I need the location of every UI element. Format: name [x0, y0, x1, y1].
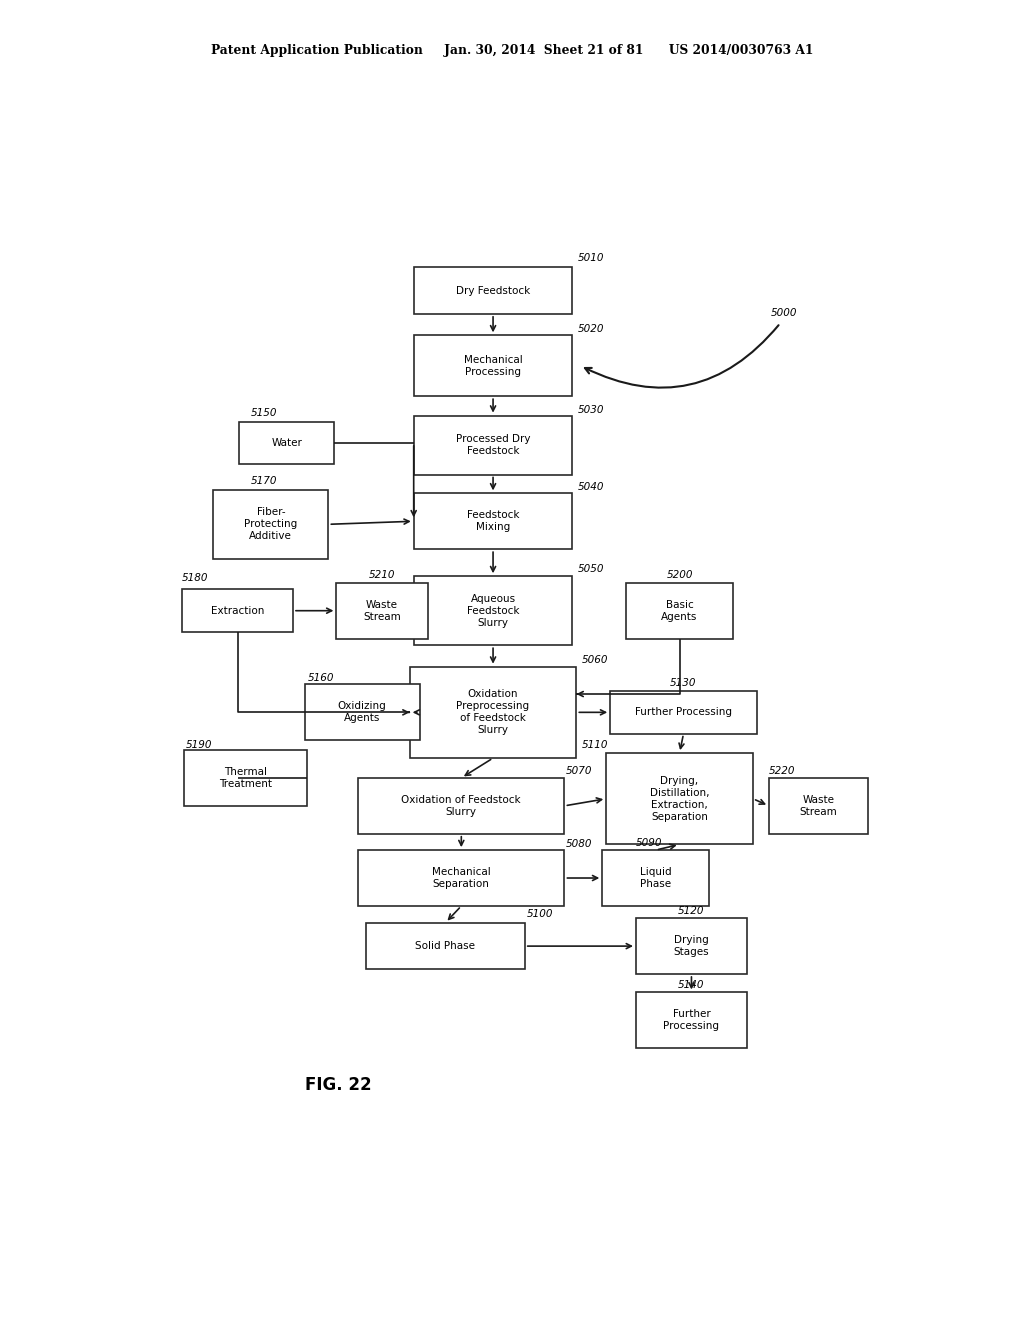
FancyBboxPatch shape	[636, 993, 746, 1048]
Text: Solid Phase: Solid Phase	[416, 941, 475, 952]
Text: 5160: 5160	[307, 673, 334, 682]
Text: 5050: 5050	[578, 564, 604, 574]
Text: 5210: 5210	[369, 570, 395, 581]
FancyBboxPatch shape	[213, 490, 329, 558]
Text: 5220: 5220	[769, 767, 796, 776]
Text: 5080: 5080	[566, 838, 593, 849]
Text: Drying,
Distillation,
Extraction,
Separation: Drying, Distillation, Extraction, Separa…	[650, 776, 710, 822]
Text: Further Processing: Further Processing	[635, 708, 732, 717]
Text: Oxidation of Feedstock
Slurry: Oxidation of Feedstock Slurry	[401, 795, 521, 817]
Text: 5030: 5030	[578, 404, 604, 414]
Text: 5070: 5070	[566, 767, 593, 776]
FancyBboxPatch shape	[304, 684, 420, 741]
Text: 5000: 5000	[771, 308, 798, 318]
Text: Mechanical
Processing: Mechanical Processing	[464, 355, 522, 376]
FancyBboxPatch shape	[636, 919, 746, 974]
FancyBboxPatch shape	[606, 752, 753, 845]
Text: Processed Dry
Feedstock: Processed Dry Feedstock	[456, 434, 530, 455]
Text: Thermal
Treatment: Thermal Treatment	[219, 767, 272, 789]
Text: Waste
Stream: Waste Stream	[800, 795, 838, 817]
Text: Basic
Agents: Basic Agents	[662, 599, 697, 622]
Text: Patent Application Publication     Jan. 30, 2014  Sheet 21 of 81      US 2014/00: Patent Application Publication Jan. 30, …	[211, 44, 813, 57]
Text: 5110: 5110	[582, 741, 608, 750]
FancyBboxPatch shape	[410, 667, 577, 758]
Text: Liquid
Phase: Liquid Phase	[640, 867, 672, 888]
Text: Oxidation
Preprocessing
of Feedstock
Slurry: Oxidation Preprocessing of Feedstock Slu…	[457, 689, 529, 735]
FancyBboxPatch shape	[182, 589, 293, 632]
Text: 5100: 5100	[526, 908, 553, 919]
Text: Mechanical
Separation: Mechanical Separation	[432, 867, 490, 888]
Text: Waste
Stream: Waste Stream	[364, 599, 400, 622]
Text: 5150: 5150	[251, 408, 278, 417]
Text: 5140: 5140	[678, 979, 705, 990]
FancyBboxPatch shape	[358, 777, 564, 834]
FancyBboxPatch shape	[414, 335, 572, 396]
Text: Dry Feedstock: Dry Feedstock	[456, 285, 530, 296]
Text: Aqueous
Feedstock
Slurry: Aqueous Feedstock Slurry	[467, 594, 519, 628]
FancyBboxPatch shape	[626, 582, 733, 639]
FancyBboxPatch shape	[414, 576, 572, 645]
Text: Fiber-
Protecting
Additive: Fiber- Protecting Additive	[244, 507, 298, 541]
Text: 5200: 5200	[667, 570, 693, 581]
Text: Drying
Stages: Drying Stages	[674, 935, 710, 957]
Text: Further
Processing: Further Processing	[664, 1010, 720, 1031]
Text: Oxidizing
Agents: Oxidizing Agents	[338, 701, 386, 723]
FancyBboxPatch shape	[414, 494, 572, 549]
FancyBboxPatch shape	[336, 582, 428, 639]
Text: Extraction: Extraction	[211, 606, 264, 615]
FancyBboxPatch shape	[610, 690, 757, 734]
Text: 5040: 5040	[578, 482, 604, 492]
Text: 5170: 5170	[251, 475, 278, 486]
Text: 5130: 5130	[671, 678, 696, 688]
Text: 5120: 5120	[678, 906, 705, 916]
Text: Water: Water	[271, 438, 302, 447]
Text: 5010: 5010	[578, 253, 604, 263]
Text: FIG. 22: FIG. 22	[305, 1076, 372, 1094]
FancyBboxPatch shape	[240, 421, 334, 465]
FancyBboxPatch shape	[358, 850, 564, 906]
FancyBboxPatch shape	[367, 923, 524, 969]
Text: 5090: 5090	[636, 837, 663, 847]
Text: 5180: 5180	[182, 573, 209, 583]
FancyBboxPatch shape	[414, 416, 572, 474]
Text: 5190: 5190	[186, 741, 212, 750]
FancyBboxPatch shape	[184, 751, 307, 807]
Text: Feedstock
Mixing: Feedstock Mixing	[467, 511, 519, 532]
FancyBboxPatch shape	[769, 777, 868, 834]
Text: 5020: 5020	[578, 325, 604, 334]
FancyBboxPatch shape	[602, 850, 710, 906]
Text: 5060: 5060	[582, 655, 608, 664]
FancyBboxPatch shape	[414, 267, 572, 314]
